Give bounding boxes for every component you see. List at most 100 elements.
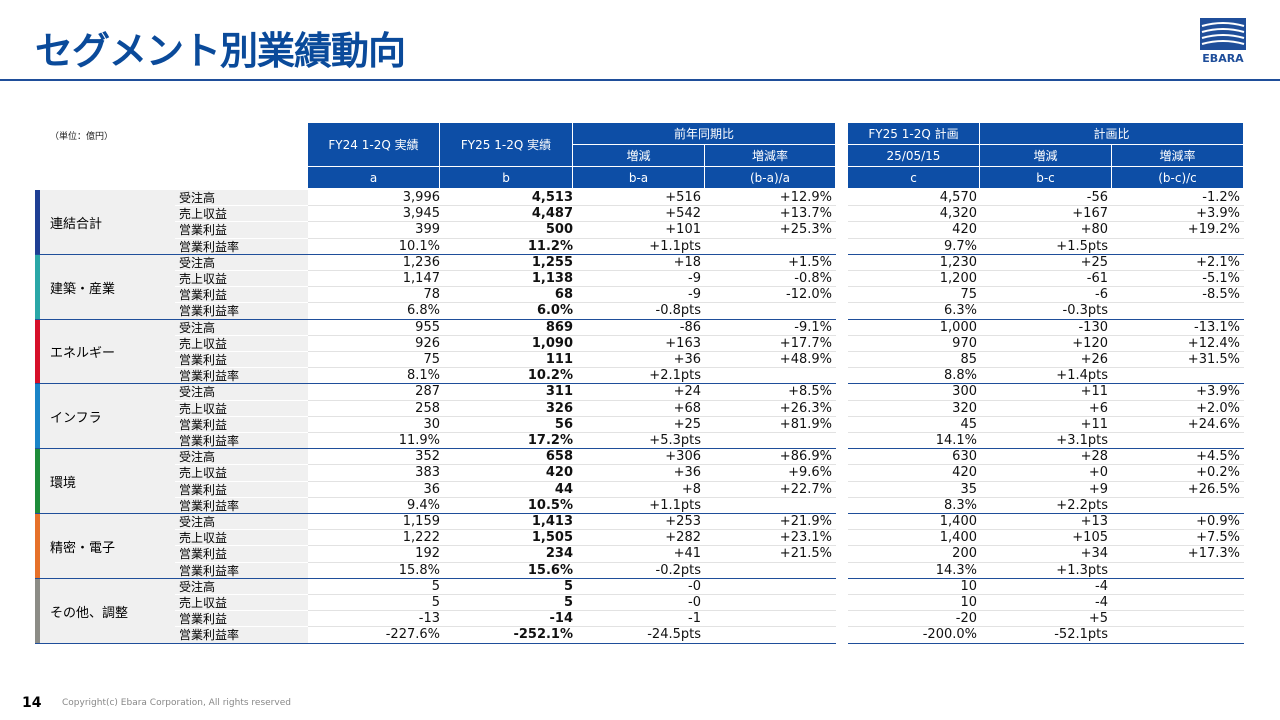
cell-value: 1,413 <box>531 514 573 529</box>
cell-value: 6.8% <box>406 303 440 319</box>
cell-value: 8.1% <box>406 368 440 384</box>
cell-value: 420 <box>952 222 977 238</box>
cell-value: 258 <box>415 400 440 416</box>
cell-value: 3,945 <box>402 206 440 222</box>
metric-name: 営業利益 <box>175 222 308 239</box>
cell-value: 10 <box>960 578 977 594</box>
row-line <box>848 480 1244 482</box>
cell-value: 1,147 <box>402 271 440 286</box>
header-cell: 増減率 <box>1112 145 1244 167</box>
cell-value: +1.5pts <box>1056 238 1108 254</box>
cell-value: +8 <box>681 481 701 497</box>
unit-note: （単位：億円） <box>50 132 114 142</box>
row-line <box>308 302 836 304</box>
cell-value: 1,400 <box>939 514 977 529</box>
cell-value: 4,570 <box>939 190 977 205</box>
segment-rule <box>35 513 836 514</box>
cell-value: -24.5pts <box>647 627 701 643</box>
cell-value: +25 <box>673 416 701 432</box>
cell-value: +25.3% <box>779 222 832 238</box>
row-line <box>308 626 836 628</box>
cell-value: 15.8% <box>398 562 440 578</box>
cell-value: 287 <box>415 384 440 400</box>
segment-name: エネルギー <box>40 319 175 385</box>
cell-value: +282 <box>665 530 701 546</box>
cell-value: +26.5% <box>1187 481 1240 497</box>
cell-value: -4 <box>1095 578 1108 594</box>
metric-name: 売上収益 <box>175 400 308 417</box>
cell-value: -0.8pts <box>655 303 702 319</box>
segment-rule <box>848 577 1244 579</box>
cell-value: +1.1pts <box>649 497 701 513</box>
cell-value: 6.3% <box>943 303 977 319</box>
row-line <box>308 561 836 563</box>
cell-value: +68 <box>673 400 701 416</box>
segment-color <box>35 190 40 255</box>
cell-value: +11 <box>1080 416 1108 432</box>
cell-value: +26.3% <box>779 400 832 416</box>
cell-value: 10 <box>960 595 977 610</box>
cell-value: 5 <box>563 595 573 610</box>
cell-value: +542 <box>665 206 701 222</box>
cell-value: -9 <box>688 271 701 286</box>
metric-name: 営業利益 <box>175 481 308 498</box>
row-line <box>308 351 836 352</box>
row-line <box>848 415 1244 417</box>
cell-value: 1,230 <box>939 254 977 270</box>
metric-name: 売上収益 <box>175 530 308 547</box>
cell-value: +24.6% <box>1187 416 1240 432</box>
cell-value: +105 <box>1072 530 1108 546</box>
cell-value: -252.1% <box>513 627 573 643</box>
cell-value: 8.8% <box>943 368 977 384</box>
page-number: 14 <box>22 695 42 711</box>
cell-value: 111 <box>545 352 573 367</box>
cell-value: +11 <box>1080 384 1108 400</box>
cell-value: 1,505 <box>531 530 573 546</box>
cell-value: -4 <box>1095 595 1108 610</box>
row-line <box>848 221 1244 223</box>
cell-value: -0.8% <box>794 271 832 286</box>
cell-value: +12.4% <box>1187 335 1240 351</box>
row-line <box>308 221 836 223</box>
cell-value: 658 <box>545 449 573 465</box>
cell-value: 300 <box>952 384 977 400</box>
cell-value: 36 <box>423 481 440 497</box>
cell-value: -5.1% <box>1202 271 1240 286</box>
metric-name: 営業利益率 <box>175 433 308 450</box>
segment-rule <box>35 577 836 579</box>
cell-value: 352 <box>415 449 440 465</box>
header-cell: b-a <box>573 167 705 189</box>
cell-value: 869 <box>545 319 573 335</box>
row-line <box>308 545 836 547</box>
cell-value: +1.3pts <box>1056 562 1108 578</box>
cell-value: +167 <box>1072 206 1108 222</box>
row-line <box>848 399 1244 401</box>
cell-value: 35 <box>960 481 977 497</box>
cell-value: +9.6% <box>788 465 832 481</box>
metric-name: 営業利益率 <box>175 238 308 255</box>
row-line <box>848 351 1244 352</box>
row-line <box>308 529 836 531</box>
cell-value: 926 <box>415 335 440 351</box>
cell-value: 75 <box>423 352 440 367</box>
cell-value: +13 <box>1080 514 1108 529</box>
segment-rule <box>35 318 836 320</box>
metric-name: 受注高 <box>175 578 308 595</box>
cell-value: -130 <box>1078 319 1108 335</box>
cell-value: +21.9% <box>779 514 832 529</box>
cell-value: +101 <box>665 222 701 238</box>
cell-value: -12.0% <box>786 287 832 303</box>
row-line <box>848 545 1244 547</box>
cell-value: 630 <box>952 449 977 465</box>
cell-value: +36 <box>673 465 701 481</box>
cell-value: 10.5% <box>527 497 573 513</box>
cell-value: +9 <box>1088 481 1108 497</box>
header-cell: FY24 1-2Q 実績 <box>308 123 440 167</box>
cell-value: +41 <box>673 546 701 562</box>
segment-color <box>35 254 40 320</box>
row-line <box>848 367 1244 369</box>
header-cell: FY25 1-2Q 計画 <box>848 123 980 145</box>
cell-value: +80 <box>1080 222 1108 238</box>
cell-value: 6.0% <box>536 303 573 319</box>
